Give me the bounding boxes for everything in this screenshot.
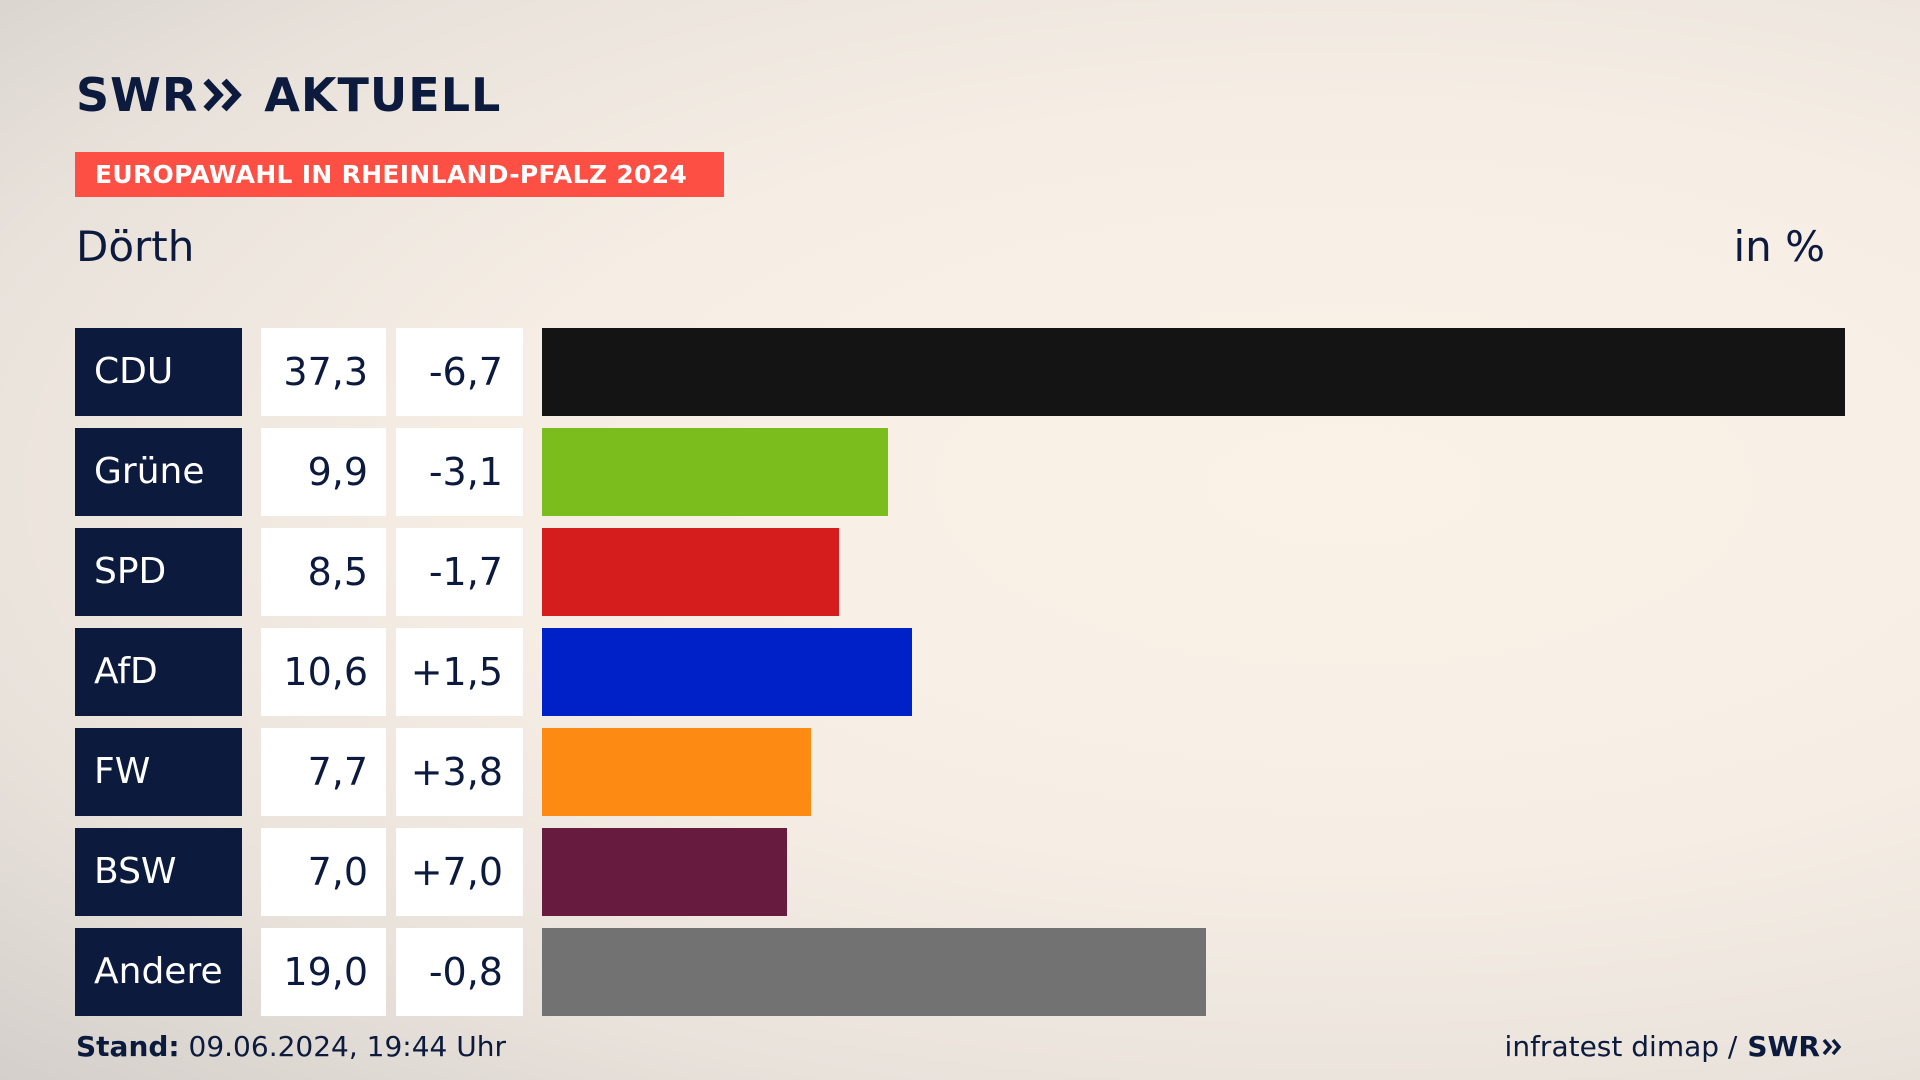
logo-aktuell-text: AKTUELL — [264, 68, 502, 122]
location-title: Dörth — [76, 222, 195, 271]
result-bar — [542, 528, 839, 616]
result-bar — [542, 828, 787, 916]
logo-swr-text: SWR — [76, 68, 199, 122]
change-label: +1,5 — [396, 628, 523, 716]
vote-share-label: 37,3 — [261, 328, 386, 416]
timestamp: Stand: 09.06.2024, 19:44 Uhr — [76, 1030, 506, 1063]
vote-share-label: 8,5 — [261, 528, 386, 616]
swr-aktuell-logo: SWR AKTUELL — [76, 68, 501, 122]
vote-share-label: 7,7 — [261, 728, 386, 816]
party-label: BSW — [75, 828, 242, 916]
change-label: +7,0 — [396, 828, 523, 916]
vote-share-label: 19,0 — [261, 928, 386, 1016]
party-label: FW — [75, 728, 242, 816]
election-banner: EUROPAWAHL IN RHEINLAND-PFALZ 2024 — [75, 152, 724, 197]
result-bar — [542, 328, 1845, 416]
vote-share-label: 10,6 — [261, 628, 386, 716]
party-label: CDU — [75, 328, 242, 416]
result-bar — [542, 628, 912, 716]
unit-label: in % — [1733, 222, 1825, 271]
change-label: -0,8 — [396, 928, 523, 1016]
source-credit: infratest dimap / SWR — [1505, 1030, 1844, 1063]
double-chevron-small-icon — [1822, 1038, 1842, 1055]
party-label: Grüne — [75, 428, 242, 516]
stand-label: Stand: — [76, 1030, 180, 1063]
change-label: -1,7 — [396, 528, 523, 616]
party-label: Andere — [75, 928, 242, 1016]
result-bar — [542, 728, 811, 816]
double-chevron-icon — [203, 78, 243, 112]
change-label: -6,7 — [396, 328, 523, 416]
party-label: SPD — [75, 528, 242, 616]
stand-value: 09.06.2024, 19:44 Uhr — [188, 1030, 506, 1063]
change-label: -3,1 — [396, 428, 523, 516]
change-label: +3,8 — [396, 728, 523, 816]
vote-share-label: 7,0 — [261, 828, 386, 916]
source-text: infratest dimap / — [1504, 1030, 1738, 1063]
source-brand: SWR — [1747, 1030, 1820, 1063]
party-label: AfD — [75, 628, 242, 716]
result-bar — [542, 928, 1206, 1016]
result-bar — [542, 428, 888, 516]
vote-share-label: 9,9 — [261, 428, 386, 516]
